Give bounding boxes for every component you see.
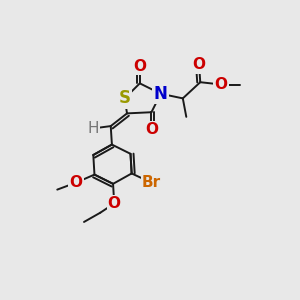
Text: O: O: [69, 175, 82, 190]
Text: O: O: [193, 57, 206, 72]
Text: O: O: [133, 58, 146, 74]
Text: O: O: [215, 77, 228, 92]
Text: H: H: [88, 121, 99, 136]
Text: O: O: [108, 196, 121, 211]
Text: N: N: [154, 85, 168, 103]
Text: S: S: [119, 89, 131, 107]
Text: O: O: [145, 122, 158, 137]
Text: Br: Br: [142, 175, 161, 190]
